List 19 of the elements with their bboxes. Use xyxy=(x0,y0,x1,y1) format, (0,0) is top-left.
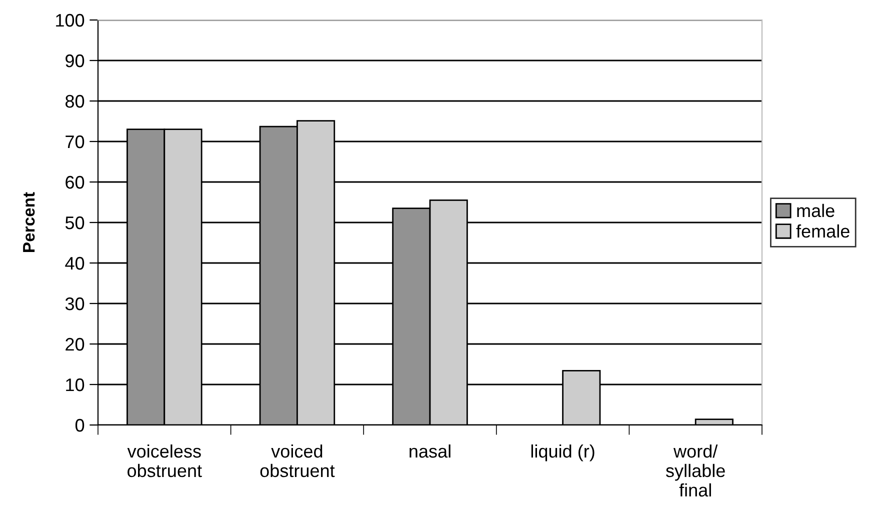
legend-label: male xyxy=(797,204,834,218)
x-tick-label: nasal xyxy=(410,444,450,458)
x-tick-label: word/ syllable final xyxy=(666,444,725,497)
y-tick-label: 40 xyxy=(65,256,84,270)
y-tick-label: 70 xyxy=(66,135,84,148)
x-tick-label: voiced obstruent xyxy=(260,444,335,478)
y-tick-label: 80 xyxy=(66,94,84,108)
y-tick-label: 50 xyxy=(65,216,84,230)
x-tick-label: voiceless obstruent xyxy=(127,444,202,478)
y-tick-label: 10 xyxy=(66,378,84,392)
x-tick-label: liquid (r) xyxy=(531,444,594,462)
y-tick-label: 100 xyxy=(56,14,84,27)
y-tick-label: 60 xyxy=(66,176,84,189)
y-tick-label: 0 xyxy=(75,418,84,432)
y-tick-label: 20 xyxy=(66,338,84,351)
y-axis-title: Percent xyxy=(23,192,35,252)
y-tick-label: 90 xyxy=(66,54,84,68)
legend-label: female xyxy=(796,224,850,238)
y-tick-label: 30 xyxy=(65,297,84,310)
